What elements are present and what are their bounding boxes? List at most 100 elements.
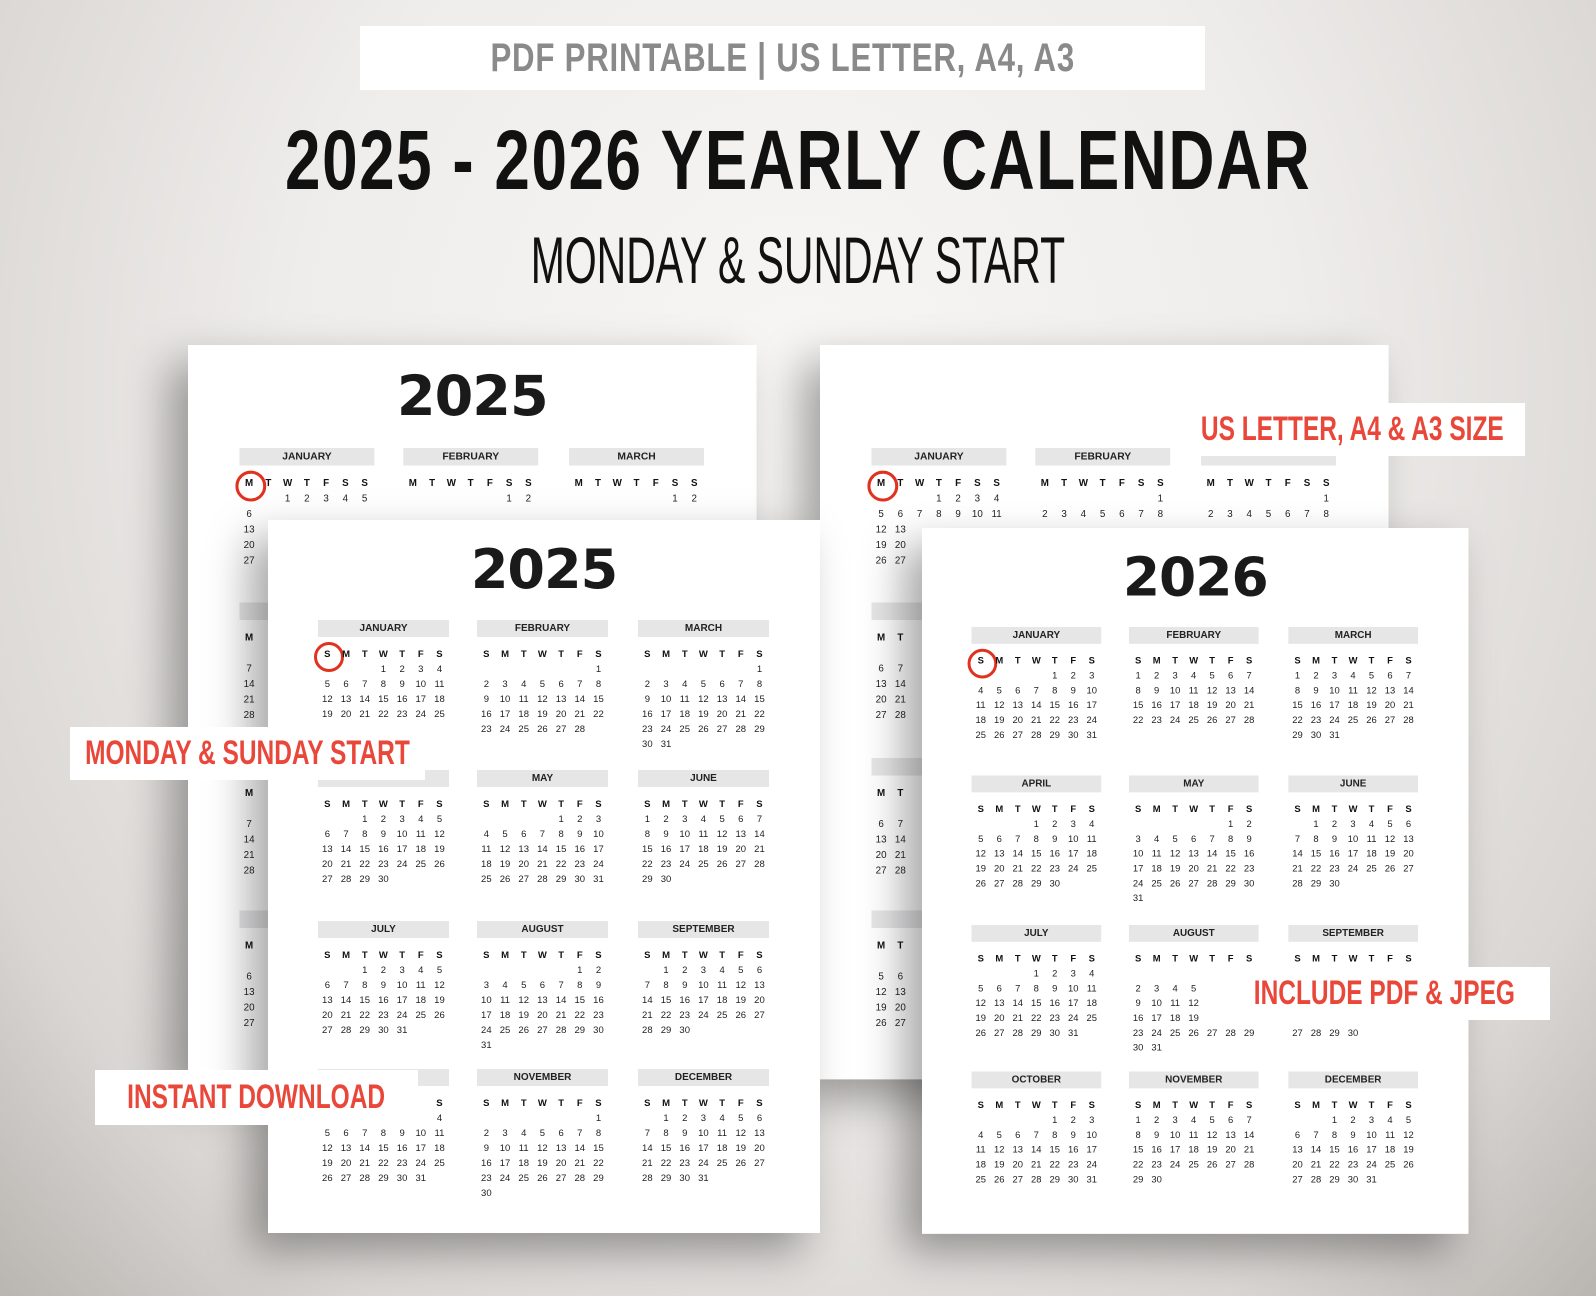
weekday-label: S — [1246, 655, 1253, 667]
day-cell: 28 — [1310, 1174, 1322, 1186]
weekday-label: S — [1157, 477, 1164, 490]
day-cell: 12 — [322, 694, 333, 705]
day-cell: 3 — [700, 1113, 707, 1124]
day-cell: 4 — [521, 679, 527, 690]
day-cell: 9 — [577, 829, 583, 840]
day-cell: 5 — [878, 971, 884, 983]
day-cell: 29 — [1329, 1027, 1340, 1039]
month-block: S M T W T F S 1 2 3 4 5 6 7 8 9 10 11 12 13 14 15 16 17 18 19 20 21… — [318, 770, 449, 887]
month-block: SEPTEMBER S M T W T F S 1 2 3 4 5 6 7 8 9 10 11 12 13 14 15 16 1… — [638, 921, 769, 1038]
weekday-label: T — [1014, 655, 1021, 667]
day-cell: 15 — [1329, 1144, 1340, 1156]
day-cell: 2 — [1246, 819, 1252, 830]
day-cell: 20 — [1403, 848, 1414, 860]
weekday-label: W — [537, 950, 547, 961]
weekday-label: W — [1348, 1100, 1358, 1112]
day-cell: 26 — [537, 724, 548, 735]
day-cell: 15 — [660, 995, 672, 1006]
weekday-label: M — [342, 649, 350, 660]
day-cell: 16 — [1151, 700, 1162, 712]
week-row: 14 15 16 17 18 19 20 — [1288, 847, 1418, 862]
day-cell: 23 — [660, 859, 672, 870]
day-cell: 19 — [975, 863, 986, 875]
day-cell: 18 — [1151, 863, 1162, 875]
day-cell: 13 — [1292, 1144, 1303, 1156]
weekday-label: F — [1118, 477, 1125, 490]
empty-cell — [461, 491, 480, 506]
day-cell: 7 — [756, 814, 763, 825]
day-cell: 25 — [434, 1158, 445, 1169]
day-cell: 22 — [1132, 715, 1144, 726]
day-cell: 13 — [555, 1143, 567, 1154]
day-cell: 6 — [738, 814, 744, 825]
day-cell: 28 — [359, 1173, 370, 1184]
weekday-label: F — [1284, 477, 1291, 490]
week-row: 20 21 22 23 24 25 26 — [1288, 1158, 1418, 1173]
day-cell: 16 — [1068, 1144, 1079, 1156]
week-row: 21 22 23 24 25 26 27 — [638, 1156, 769, 1171]
day-cell: 15 — [1310, 848, 1322, 860]
day-cell: 21 — [1243, 1144, 1255, 1156]
weekday-label: M — [1152, 804, 1161, 816]
day-cell: 2 — [577, 814, 583, 825]
day-cell: 11 — [415, 980, 426, 991]
day-cell: 27 — [1403, 863, 1414, 875]
day-cell: 13 — [555, 694, 567, 705]
month-block: MAY S M T W T F S 1 2 3 4 5 6 7 8 9 10 11 12 13 14 15 16 17 18 19 2… — [477, 770, 608, 887]
day-cell: 12 — [518, 995, 529, 1006]
day-cell: 21 — [574, 709, 586, 720]
month-header: AUGUST — [477, 921, 608, 938]
day-cell: 8 — [1135, 1129, 1141, 1141]
day-cell: 26 — [1403, 1159, 1414, 1171]
empty-cell — [1220, 491, 1239, 506]
day-cell: 12 — [875, 986, 887, 999]
day-cell: 2 — [1350, 1115, 1356, 1126]
day-cell: 26 — [735, 1010, 747, 1021]
weekday-label: T — [633, 477, 640, 490]
day-cell: 24 — [698, 1010, 709, 1021]
day-cell: 23 — [1310, 715, 1322, 726]
week-row: 30 31 — [638, 737, 769, 752]
day-cell: 12 — [1206, 685, 1218, 697]
day-cell: 23 — [378, 859, 389, 870]
weekday-label: S — [977, 1100, 984, 1112]
tag-formats: INCLUDE PDF & JPEG — [1218, 967, 1550, 1020]
weekday-label: S — [644, 799, 651, 810]
day-cell: 10 — [499, 1143, 511, 1154]
weekday-label: S — [342, 477, 349, 490]
day-cell: 3 — [323, 493, 329, 505]
day-cell: 21 — [359, 1158, 370, 1169]
day-cell: 1 — [1033, 819, 1039, 830]
empty-cell — [1201, 491, 1220, 506]
day-cell: 12 — [975, 848, 986, 860]
week-row: 16 17 18 19 20 21 22 — [477, 707, 608, 722]
week-row: 29 30 — [638, 872, 769, 887]
day-cell: 5 — [1387, 819, 1393, 830]
empty-cell — [570, 662, 589, 677]
day-cell: 18 — [518, 1158, 529, 1169]
weekday-label: T — [1051, 953, 1058, 965]
day-cell: 30 — [679, 1025, 690, 1036]
empty-cell — [477, 662, 496, 677]
empty-cell — [1184, 967, 1203, 982]
day-cell: 21 — [340, 859, 352, 870]
day-cell: 18 — [1366, 848, 1377, 860]
day-cell: 1 — [284, 493, 291, 505]
day-cell: 26 — [434, 859, 445, 870]
week-row: 18 19 20 21 22 23 24 — [972, 713, 1102, 728]
day-cell: 18 — [1188, 700, 1199, 712]
weekday-label: M — [501, 1098, 509, 1109]
empty-cell — [1074, 491, 1093, 506]
day-cell: 12 — [537, 694, 548, 705]
day-cell: 31 — [1086, 729, 1097, 741]
year-heading: 2026 — [1122, 545, 1269, 609]
weekday-label: T — [558, 950, 564, 961]
day-cell: 16 — [642, 709, 653, 720]
weekday-label: S — [436, 799, 443, 810]
weekday-label: M — [1312, 804, 1320, 816]
day-cell: 5 — [436, 965, 443, 976]
